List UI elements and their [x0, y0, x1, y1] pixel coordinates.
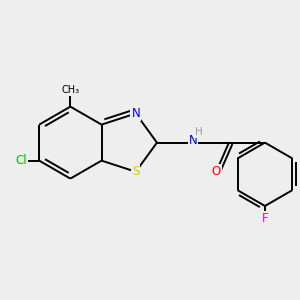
Text: N: N: [131, 107, 140, 120]
Text: Cl: Cl: [16, 154, 28, 167]
Text: O: O: [212, 165, 221, 178]
Text: H: H: [195, 128, 203, 137]
Text: N: N: [189, 134, 197, 147]
Text: S: S: [132, 165, 140, 178]
Text: CH₃: CH₃: [61, 85, 80, 95]
Text: F: F: [262, 212, 268, 225]
